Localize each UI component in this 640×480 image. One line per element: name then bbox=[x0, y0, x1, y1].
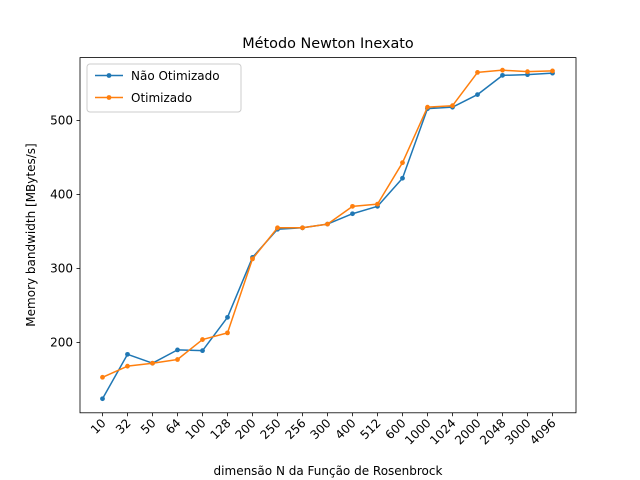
data-point-series-1 bbox=[100, 374, 105, 380]
y-tick-label: 500 bbox=[50, 114, 73, 128]
data-point-series-0 bbox=[200, 348, 205, 354]
data-point-series-1 bbox=[550, 68, 555, 74]
chart-title: Método Newton Inexato bbox=[242, 36, 414, 52]
data-point-series-0 bbox=[100, 396, 105, 402]
data-point-series-1 bbox=[150, 360, 155, 366]
data-point-series-0 bbox=[475, 92, 480, 97]
data-point-series-1 bbox=[325, 221, 330, 227]
legend-box bbox=[86, 63, 242, 113]
axes-frame bbox=[79, 57, 577, 414]
data-point-series-1 bbox=[175, 357, 180, 362]
data-point-series-0 bbox=[400, 175, 405, 181]
legend-marker-series-0 bbox=[106, 73, 112, 78]
legend-label-series-0: Não Otimizado bbox=[131, 69, 220, 83]
data-point-series-1 bbox=[200, 337, 205, 342]
legend-marker-series-1 bbox=[106, 95, 112, 100]
y-tick-label: 400 bbox=[50, 188, 73, 202]
data-point-series-0 bbox=[125, 351, 130, 357]
data-point-series-1 bbox=[300, 225, 305, 231]
data-point-series-0 bbox=[175, 347, 180, 353]
data-point-series-1 bbox=[275, 225, 280, 231]
data-point-series-1 bbox=[350, 203, 355, 209]
y-axis-label: Memory bandwidth [MBytes/s] bbox=[24, 143, 38, 326]
data-point-series-1 bbox=[500, 67, 505, 73]
data-point-series-0 bbox=[350, 211, 355, 217]
legend-label-series-1: Otimizado bbox=[131, 91, 192, 105]
data-point-series-0 bbox=[500, 72, 505, 78]
data-point-series-1 bbox=[250, 256, 255, 262]
y-tick-label: 200 bbox=[50, 336, 73, 350]
data-point-series-1 bbox=[450, 103, 455, 109]
data-point-series-1 bbox=[125, 363, 130, 369]
y-tick-label: 300 bbox=[50, 262, 73, 276]
data-point-series-0 bbox=[225, 314, 230, 320]
x-axis-label: dimensão N da Função de Rosenbrock bbox=[214, 464, 443, 478]
data-point-series-1 bbox=[475, 70, 480, 75]
data-point-series-1 bbox=[400, 160, 405, 166]
data-point-series-1 bbox=[375, 201, 380, 207]
data-point-series-1 bbox=[225, 330, 230, 336]
data-point-series-1 bbox=[525, 69, 530, 75]
legend: Não Otimizado Otimizado bbox=[86, 63, 242, 113]
data-point-series-1 bbox=[425, 104, 430, 110]
